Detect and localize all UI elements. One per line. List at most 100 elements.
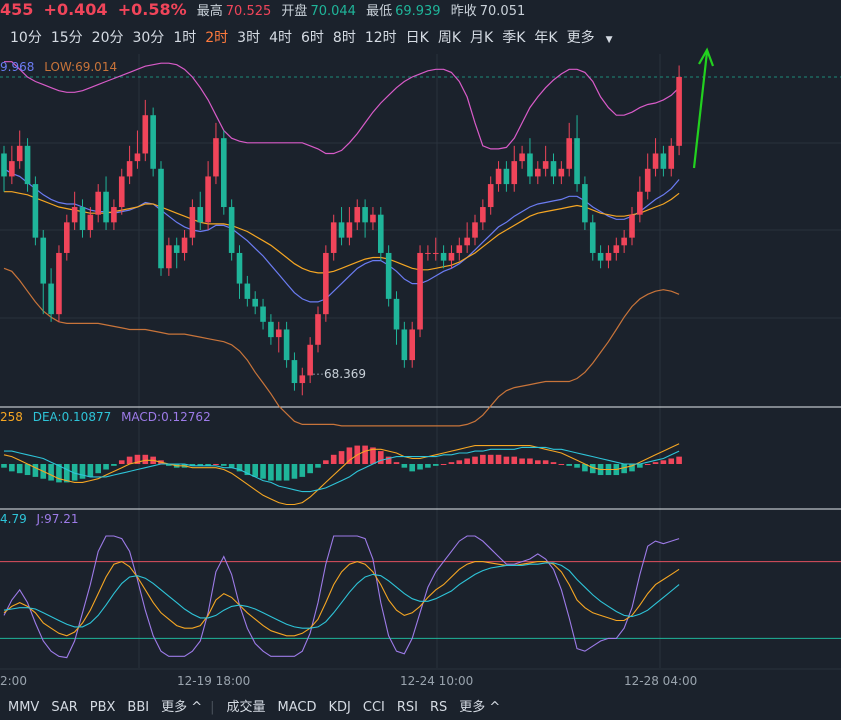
kline-chart[interactable] — [0, 0, 841, 696]
candle-body-43 — [338, 222, 345, 238]
macd-bar-3 — [24, 464, 31, 476]
macd-bar-60 — [472, 456, 478, 464]
macd-bar-73 — [574, 464, 580, 468]
macd-bar-17 — [134, 454, 141, 464]
candle-body-41 — [323, 252, 329, 315]
boll-lower-line — [3, 267, 680, 427]
candle-body-46 — [362, 207, 368, 223]
candle-body-26 — [205, 176, 211, 223]
indicator-more-main[interactable]: 更多 ^ — [161, 700, 203, 715]
candle-body-80 — [629, 214, 635, 238]
candle-body-67 — [527, 153, 533, 177]
tab-timeframe-5[interactable]: 2时 — [205, 30, 229, 46]
macd-bar-57 — [448, 462, 455, 464]
high-label: 最高 — [196, 4, 223, 19]
indicator-bbi[interactable]: BBI — [127, 700, 150, 715]
candle-body-0 — [1, 153, 7, 177]
candle-body-75 — [589, 222, 596, 253]
candle-body-20 — [158, 168, 164, 269]
tab-timeframe-6[interactable]: 3时 — [237, 30, 261, 46]
candle-body-85 — [668, 145, 675, 169]
min-price-value: 68.369 — [324, 367, 366, 381]
timeframe-bar: 10分 15分 20分 30分 1时 2时 3时 4时 6时 8时 12时 日K 周K 月K 季K 年K 更多 ▼ — [10, 26, 841, 50]
candle-body-14 — [111, 207, 117, 223]
candle-body-32 — [252, 298, 258, 307]
candle-body-19 — [150, 115, 156, 169]
macd-bar-14 — [111, 464, 117, 466]
candle-body-84 — [660, 153, 667, 169]
macd-bar-55 — [432, 464, 439, 466]
prev-close-label: 昨收 — [450, 4, 477, 19]
tab-timeframe-7[interactable]: 4时 — [269, 30, 292, 46]
candle-body-45 — [354, 207, 361, 223]
indicator-macd[interactable]: MACD — [277, 700, 317, 715]
tab-timeframe-0[interactable]: 10分 — [10, 30, 42, 46]
candle-body-9 — [71, 207, 78, 223]
tab-timeframe-9[interactable]: 8时 — [332, 30, 356, 46]
macd-bar-52 — [409, 464, 415, 472]
tab-timeframe-1[interactable]: 15分 — [50, 30, 83, 46]
tab-timeframe-8[interactable]: 6时 — [301, 30, 324, 46]
tab-timeframe-3[interactable]: 30分 — [132, 30, 165, 46]
candle-body-68 — [535, 168, 541, 177]
macd-bar-11 — [87, 464, 94, 477]
indicator-cci[interactable]: CCI — [362, 700, 385, 715]
macd-bar-82 — [644, 464, 651, 465]
candle-body-49 — [385, 252, 392, 299]
indicator-more-sub[interactable]: 更多 ^ — [459, 700, 501, 715]
macd-bar-80 — [629, 464, 635, 472]
macd-bar-56 — [440, 464, 447, 465]
macd-dif-label: 258 — [0, 410, 23, 424]
macd-bar-59 — [464, 458, 470, 464]
candle-body-48 — [378, 214, 384, 253]
candle-body-55 — [432, 252, 439, 254]
tab-timeframe-12[interactable]: 周K — [437, 30, 462, 46]
macd-bar-13 — [103, 464, 109, 470]
indicator-volume[interactable]: 成交量 — [226, 700, 266, 715]
kdj-j-label: J:97.21 — [36, 512, 79, 526]
macd-bar-75 — [589, 464, 596, 474]
low-value: 69.939 — [395, 4, 441, 19]
tab-timeframe-14[interactable]: 季K — [502, 30, 526, 46]
indicator-kdj[interactable]: KDJ — [328, 700, 351, 715]
annotation-arrow-head — [698, 47, 715, 67]
main-overlay-legend: 9.968 LOW:69.014 — [0, 60, 117, 74]
tab-timeframe-10[interactable]: 12时 — [364, 30, 397, 46]
macd-bar-65 — [511, 456, 518, 464]
candle-body-56 — [440, 252, 447, 261]
tab-timeframe-more[interactable]: 更多 ▼ — [567, 26, 622, 52]
candle-body-12 — [95, 191, 101, 215]
macd-bar-84 — [660, 460, 667, 464]
tab-timeframe-15[interactable]: 年K — [534, 30, 558, 46]
indicator-rsi[interactable]: RSI — [396, 700, 418, 715]
macd-dif-line — [3, 443, 680, 506]
indicator-rs[interactable]: RS — [430, 700, 448, 715]
macd-bar-38 — [299, 464, 306, 477]
price-change: +0.404 — [43, 0, 108, 19]
indicator-pbx[interactable]: PBX — [89, 700, 116, 715]
candle-body-63 — [495, 168, 502, 185]
tab-timeframe-11[interactable]: 日K — [405, 30, 429, 46]
candle-body-5 — [40, 237, 47, 284]
candle-body-61 — [480, 207, 486, 223]
boll-upper-line — [4, 61, 680, 155]
macd-bar-33 — [260, 464, 266, 479]
macd-bar-26 — [205, 464, 211, 466]
candle-body-13 — [103, 191, 109, 223]
indicator-sar[interactable]: SAR — [51, 700, 78, 715]
tab-timeframe-13[interactable]: 月K — [470, 30, 494, 46]
candle-body-16 — [126, 161, 133, 177]
indicator-mmv[interactable]: MMV — [8, 700, 40, 715]
tab-timeframe-4[interactable]: 1时 — [173, 30, 197, 46]
macd-bar-67 — [527, 458, 533, 464]
candle-body-25 — [197, 207, 204, 223]
candle-body-74 — [582, 184, 588, 223]
candle-body-82 — [644, 168, 651, 192]
candle-body-24 — [189, 207, 196, 238]
candle-body-65 — [511, 161, 518, 185]
candle-body-77 — [605, 252, 612, 261]
macd-bar-1 — [9, 464, 15, 472]
candle-body-53 — [417, 252, 423, 330]
tab-timeframe-2[interactable]: 20分 — [91, 30, 124, 46]
macd-bar-72 — [566, 464, 572, 466]
